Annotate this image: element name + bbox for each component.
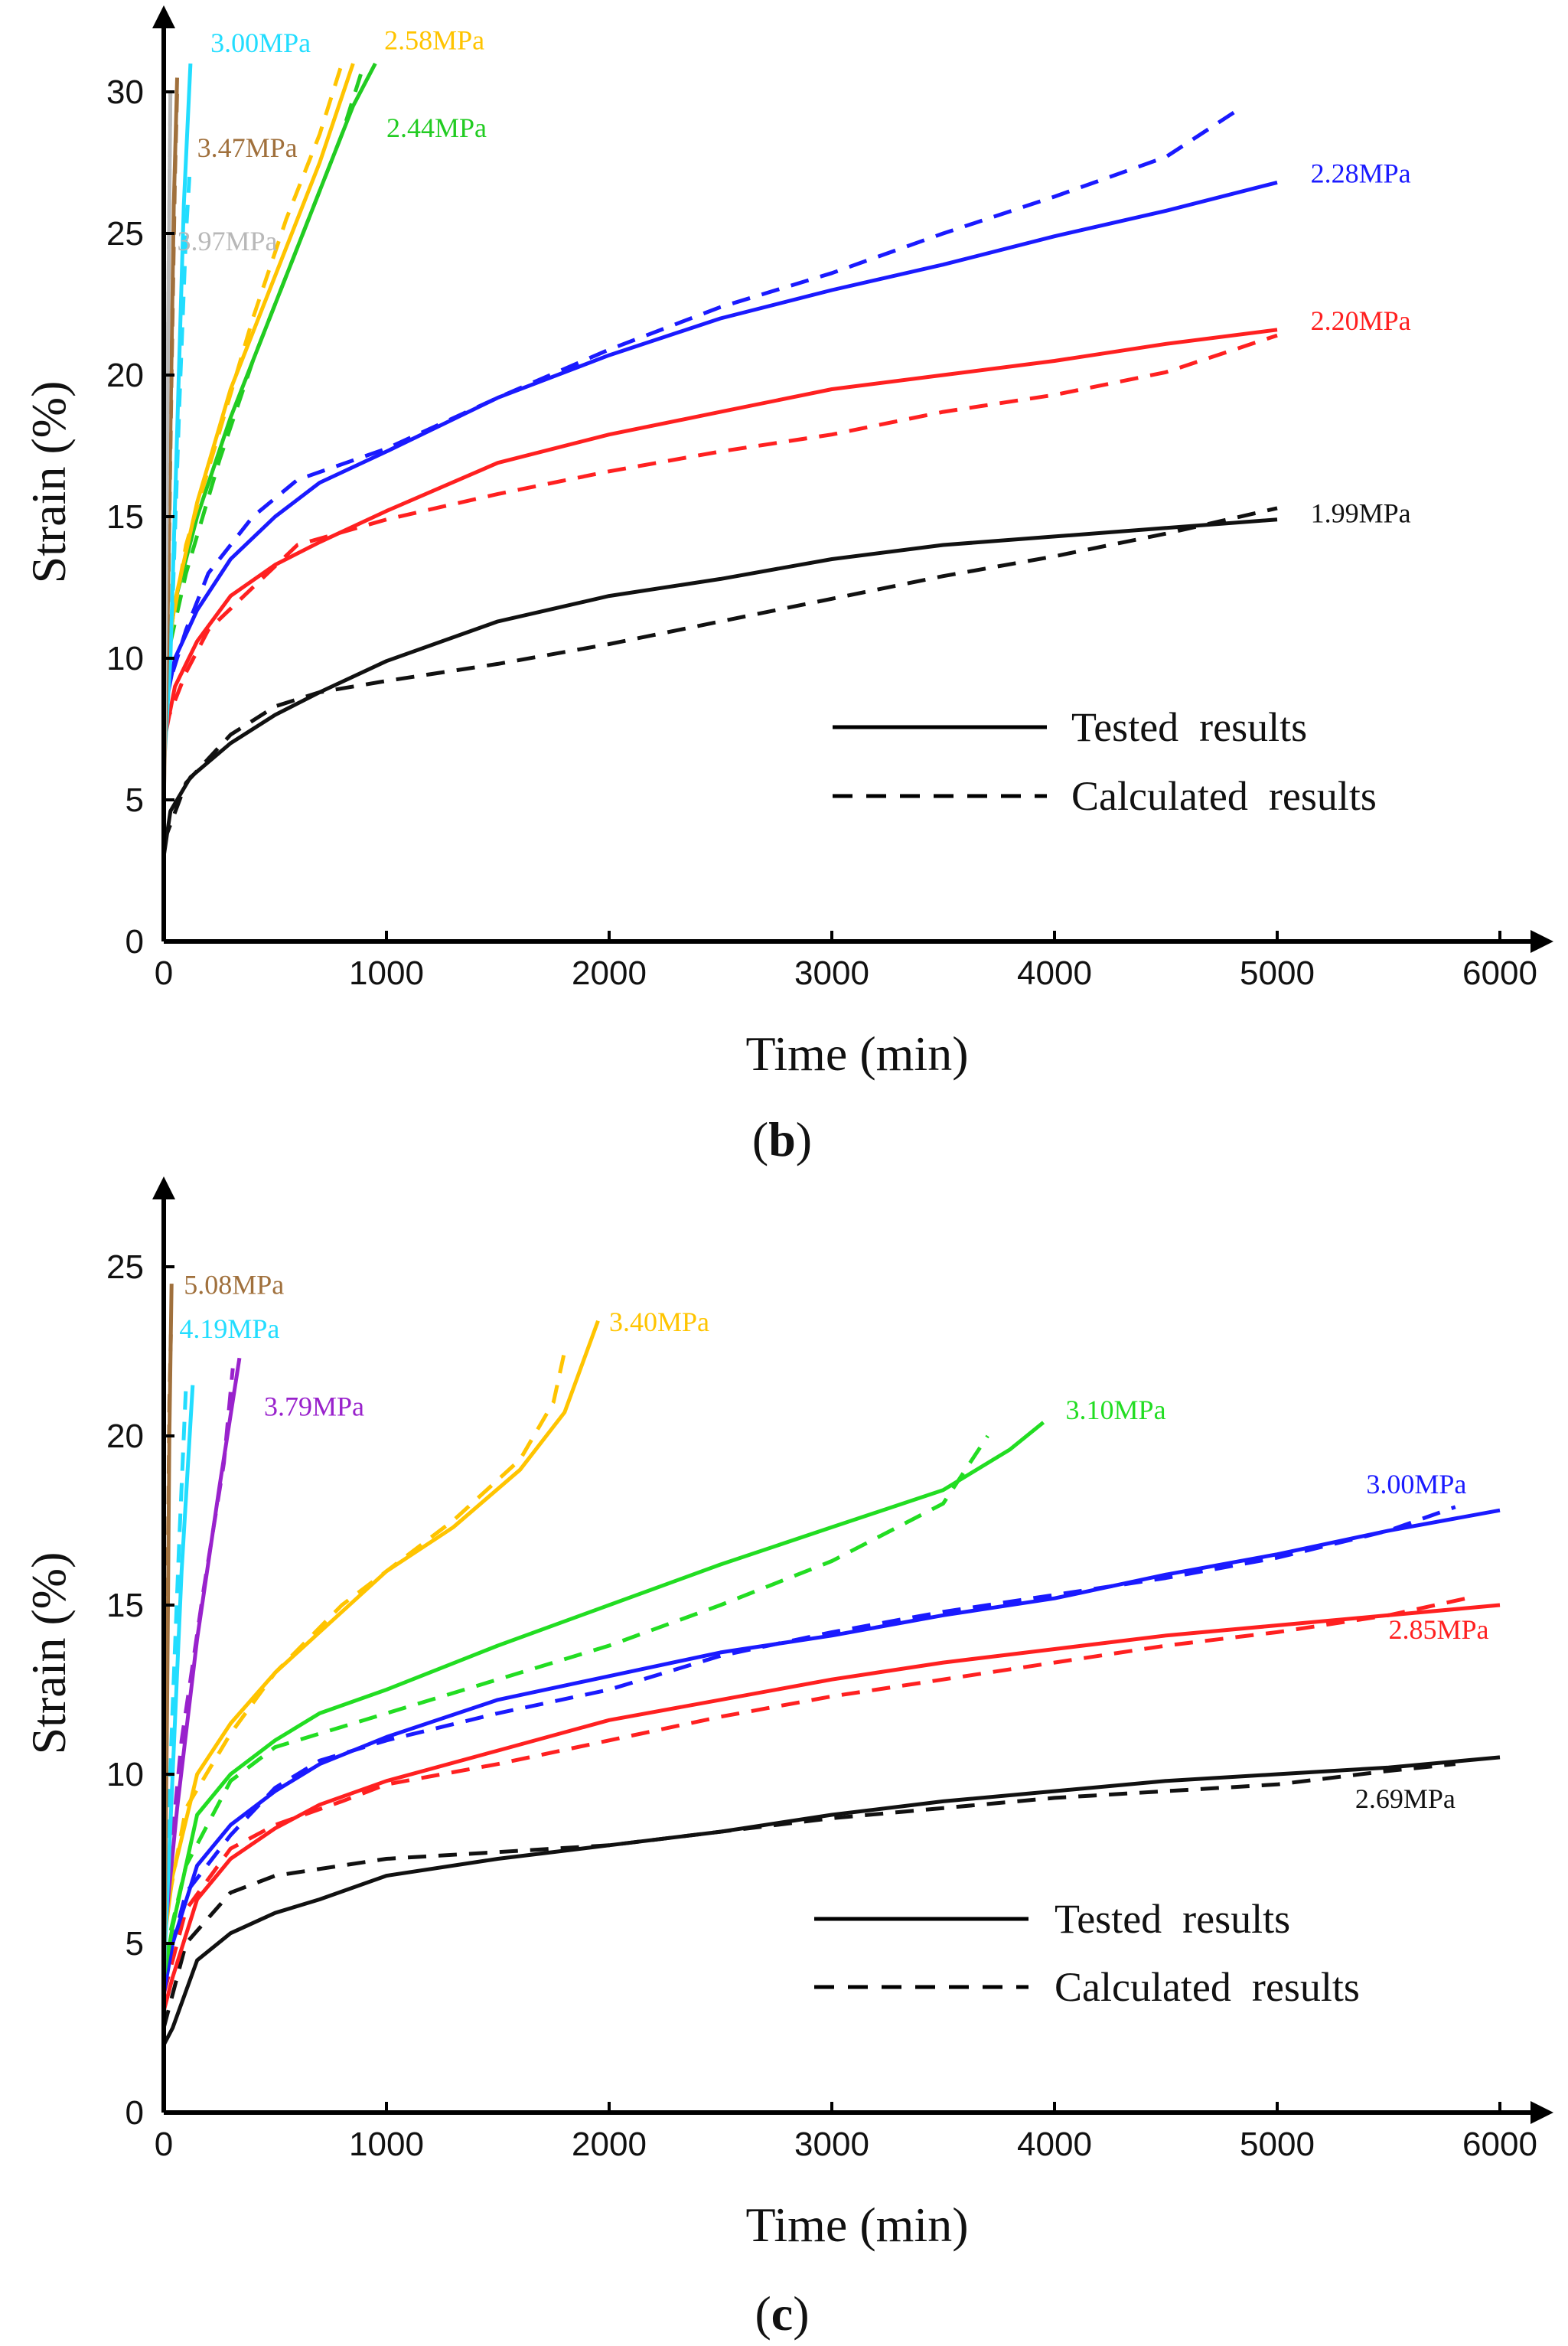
panel-b-series-2-28-label: 2.28MPa <box>1311 158 1411 188</box>
panel-c-series-4-19-label: 4.19MPa <box>179 1313 279 1344</box>
panel-b-series-2-58-label: 2.58MPa <box>384 25 484 56</box>
panel-b: 0 1000 2000 3000 4000 5000 6000 0 5 10 15 20 25 30 1.… <box>21 5 1553 1166</box>
panel-c-y-tick-label: 25 <box>106 1248 144 1286</box>
panel-c-series-4-19-tested <box>161 1385 195 1978</box>
panel-b-legend-calculated: Calculated results <box>1071 773 1377 819</box>
panel-b-label: (b) <box>752 1112 812 1166</box>
panel-c-legend: Tested results Calculated results <box>814 1896 1360 2010</box>
panel-b-series-2-44-label: 2.44MPa <box>386 113 487 143</box>
panel-c-x-tick-label: 5000 <box>1240 2126 1315 2163</box>
panel-c-y-tick-label: 5 <box>126 1925 144 1963</box>
panel-b-series-3-97-label: 3.97MPa <box>177 226 277 256</box>
panel-b-legend-tested: Tested results <box>1071 704 1307 750</box>
panel-c-legend-calculated: Calculated results <box>1055 1964 1360 2010</box>
panel-b-x-tick-label: 2000 <box>572 954 647 992</box>
panel-c-series-3-40-calculated <box>161 1350 567 1927</box>
panel-b-x-tick-label: 1000 <box>349 954 424 992</box>
panel-c-x-tick-label: 1000 <box>349 2126 424 2163</box>
panel-c-series-2-85-label: 2.85MPa <box>1389 1614 1489 1645</box>
panel-c-series-3-00-calculated <box>161 1505 1456 1978</box>
panel-c-series-3-10-tested <box>161 1421 1045 1978</box>
panel-b-ticks: 0 1000 2000 3000 4000 5000 6000 0 5 10 15 20 25 30 <box>106 73 1537 992</box>
panel-c-series-2-85-calculated <box>161 1596 1467 1995</box>
panel-c-series-3-79-tested <box>161 1357 242 1944</box>
panel-b-series-3-47-label: 3.47MPa <box>197 132 298 163</box>
panel-c-series-2-69-tested <box>161 1755 1501 2046</box>
panel-c-series-3-40-label: 3.40MPa <box>609 1307 709 1337</box>
panel-c-series-2-69-label: 2.69MPa <box>1355 1783 1456 1814</box>
panel-b-y-tick-label: 5 <box>126 781 144 819</box>
panel-b-y-tick-label: 0 <box>126 923 144 961</box>
panel-b-y-tick-label: 10 <box>106 640 144 677</box>
panel-c-ticks: 0 1000 2000 3000 4000 5000 6000 0 5 10 15 20 25 <box>106 1248 1537 2163</box>
panel-c-label: (c) <box>755 2286 809 2341</box>
panel-b-series-2-20-label: 2.20MPa <box>1311 305 1411 336</box>
panel-c-x-title: Time (min) <box>746 2198 969 2252</box>
panel-b-series-labels: 1.99MPa 2.20MPa 2.28MPa 2.44MPa 2.58MPa 3.00M… <box>177 25 1410 529</box>
panel-c-series-3-10-label: 3.10MPa <box>1066 1395 1166 1425</box>
panel-b-y-tick-label: 20 <box>106 357 144 394</box>
panel-b-legend: Tested results Calculated results <box>833 704 1377 819</box>
panel-c-series-2-85-tested <box>161 1603 1501 2012</box>
panel-c-y-title: Strain (%) <box>21 1552 76 1755</box>
panel-c-x-tick-label: 4000 <box>1017 2126 1092 2163</box>
panel-c-x-tick-label: 0 <box>155 2126 173 2163</box>
panel-c: 0 1000 2000 3000 4000 5000 6000 0 5 10 15 20 25 2.69… <box>21 1176 1553 2341</box>
panel-b-x-tick-label: 5000 <box>1240 954 1315 992</box>
panel-b-x-tick-label: 4000 <box>1017 954 1092 992</box>
panel-b-axes <box>152 5 1553 953</box>
panel-b-series-2-28-tested <box>161 180 1278 716</box>
panel-c-series-labels: 2.69MPa 2.85MPa 3.00MPa 3.10MPa 3.40MPa 3.79M… <box>179 1269 1488 1814</box>
panel-c-series-3-00-label: 3.00MPa <box>1366 1469 1466 1499</box>
panel-b-series-2-28-calculated <box>161 104 1245 702</box>
panel-c-series-3-40-tested <box>161 1320 600 1944</box>
panel-c-legend-tested: Tested results <box>1055 1896 1290 1942</box>
panel-b-x-tick-label: 3000 <box>794 954 869 992</box>
panel-b-series-3-00-label: 3.00MPa <box>210 28 311 58</box>
panel-b-series-3-00-tested <box>161 63 193 772</box>
panel-c-series-5-08-label: 5.08MPa <box>184 1269 284 1300</box>
panel-b-series-1-99-tested <box>161 517 1278 857</box>
panel-c-x-tick-label: 2000 <box>572 2126 647 2163</box>
panel-b-y-title: Strain (%) <box>21 381 76 584</box>
panel-b-series-2-58-tested <box>161 63 355 687</box>
panel-b-x-tick-label: 0 <box>155 954 173 992</box>
panel-c-y-tick-label: 15 <box>106 1587 144 1624</box>
panel-b-series-2-20-calculated <box>161 333 1278 730</box>
panel-c-y-tick-label: 0 <box>126 2094 144 2132</box>
panel-b-x-tick-label: 6000 <box>1462 954 1537 992</box>
panel-c-series-3-00-tested <box>161 1508 1501 1995</box>
panel-b-series-1-99-label: 1.99MPa <box>1311 498 1411 528</box>
panel-c-axes <box>152 1176 1553 2124</box>
panel-b-series-1-99-calculated <box>161 506 1278 843</box>
panel-c-y-tick-label: 20 <box>106 1418 144 1455</box>
panel-b-x-title: Time (min) <box>746 1026 969 1081</box>
panel-b-y-tick-label: 15 <box>106 498 144 536</box>
panel-b-y-tick-label: 25 <box>106 215 144 253</box>
panel-c-x-tick-label: 3000 <box>794 2126 869 2163</box>
panel-b-series-2-20-tested <box>161 328 1278 744</box>
panel-c-x-tick-label: 6000 <box>1462 2126 1537 2163</box>
panel-b-y-tick-label: 30 <box>106 73 144 111</box>
panel-c-series-3-79-label: 3.79MPa <box>264 1391 364 1421</box>
panel-c-y-tick-label: 10 <box>106 1756 144 1793</box>
panel-c-curves <box>161 1284 1501 2046</box>
